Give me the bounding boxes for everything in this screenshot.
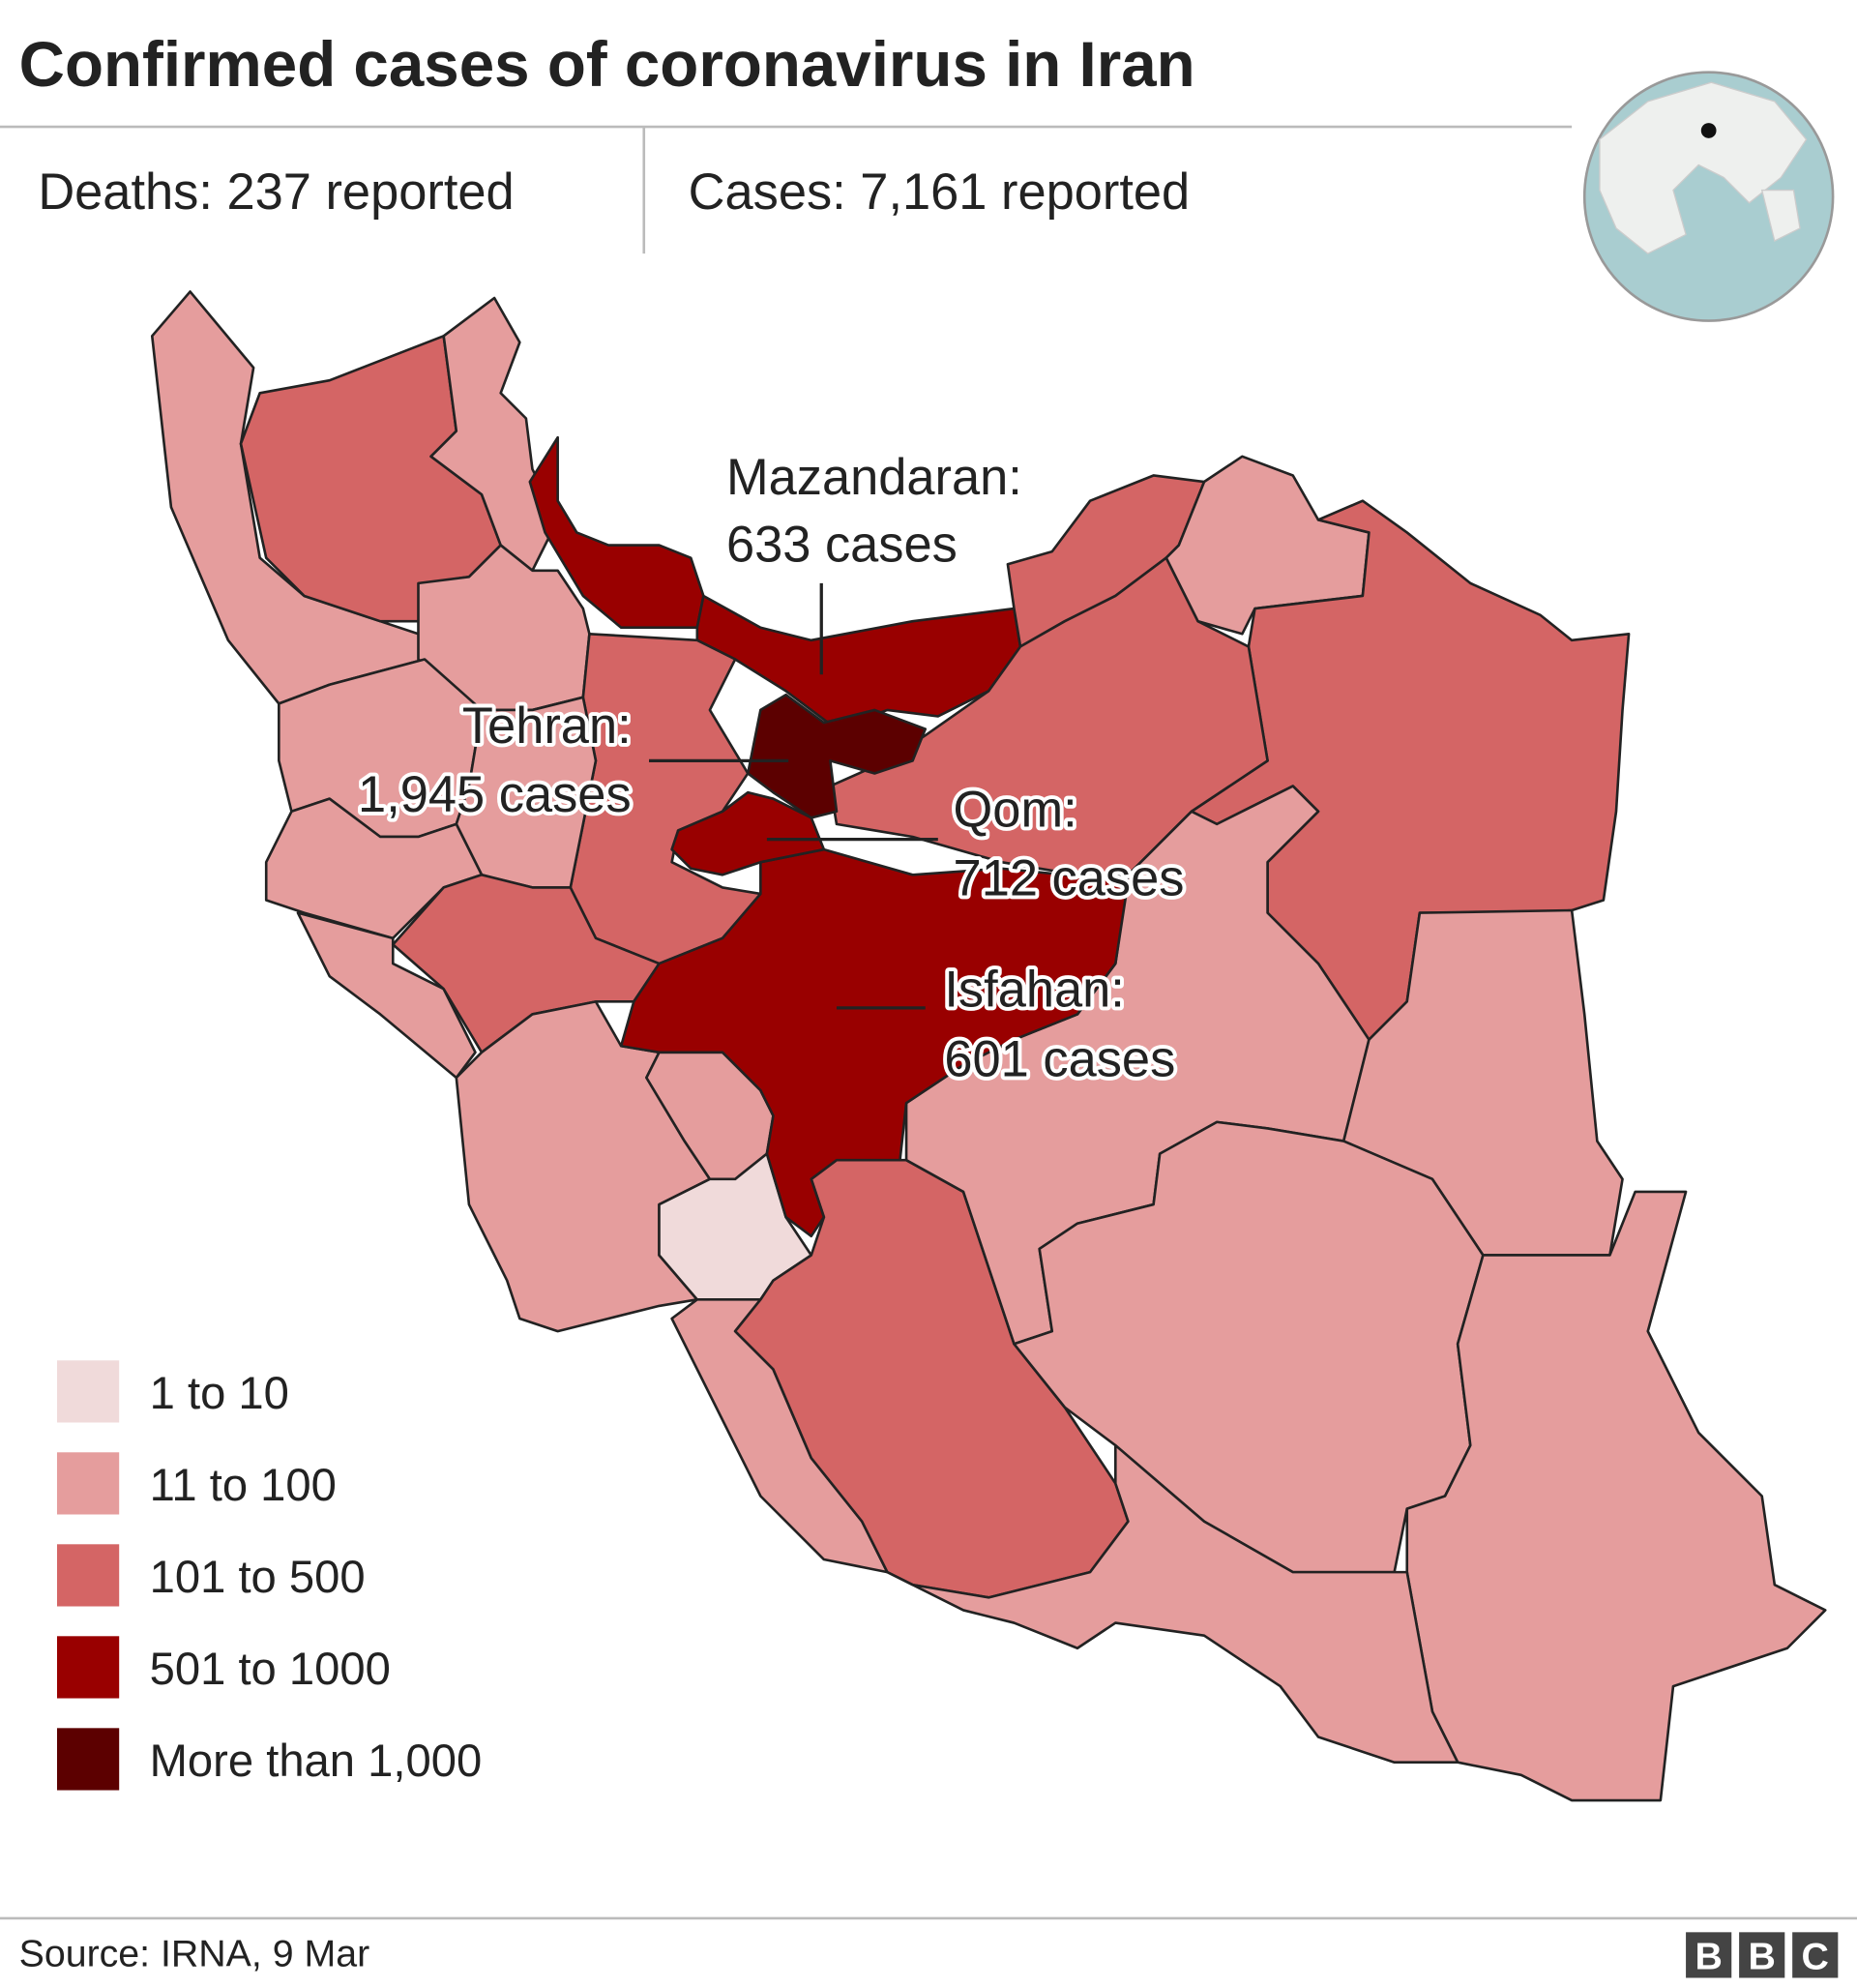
title: Confirmed cases of coronavirus in Iran	[19, 29, 1195, 100]
bbc-logo: B B C	[1686, 1932, 1839, 1978]
province	[746, 693, 928, 819]
province	[296, 911, 477, 1080]
annotations: Mazandaran: 633 cases Tehran: 1,945 case…	[354, 446, 1188, 1091]
legend-swatch	[56, 1636, 120, 1699]
logo-letter: C	[1802, 1935, 1829, 1977]
legend: 1 to 10 11 to 100 101 to 500 501 to 1000 Mor…	[56, 1360, 483, 1791]
annotation-name: Mazandaran:	[726, 450, 1022, 506]
annotation-text: 633 cases	[726, 518, 958, 574]
province	[264, 797, 484, 940]
logo-block	[1792, 1932, 1839, 1978]
deaths-stat: Deaths: 237 reported	[38, 164, 514, 221]
legend-swatch	[56, 1452, 120, 1515]
legend-label: 11 to 100	[150, 1459, 337, 1510]
logo-letter: B	[1749, 1935, 1776, 1977]
province	[670, 790, 826, 876]
province	[886, 1443, 1459, 1765]
annotation-name: Isfahan:	[944, 963, 1124, 1019]
annotation-text: 1,945 cases	[358, 767, 632, 823]
cases-stat: Cases: 7,161 reported	[689, 164, 1191, 221]
annotation-name: Tehran:	[462, 698, 632, 755]
legend-label: 101 to 500	[150, 1551, 366, 1602]
annotation-text: 601 cases	[944, 1032, 1175, 1088]
logo-letter: B	[1695, 1935, 1722, 1977]
province	[619, 847, 1130, 1238]
legend-label: 501 to 1000	[150, 1643, 391, 1694]
logo-block	[1739, 1932, 1785, 1978]
legend-label: 1 to 10	[150, 1367, 289, 1418]
locator-globe	[1582, 71, 1835, 322]
province-map	[150, 290, 1827, 1802]
annotation-name: Qom:	[954, 783, 1077, 839]
annotation-text: 712 cases	[954, 850, 1185, 906]
province	[1405, 1190, 1827, 1802]
logo-block	[1686, 1932, 1732, 1978]
source: Source: IRNA, 9 Mar	[19, 1933, 370, 1975]
legend-swatch	[56, 1728, 120, 1791]
legend-swatch	[56, 1360, 120, 1423]
legend-swatch	[56, 1544, 120, 1607]
legend-label: More than 1,000	[150, 1735, 483, 1786]
